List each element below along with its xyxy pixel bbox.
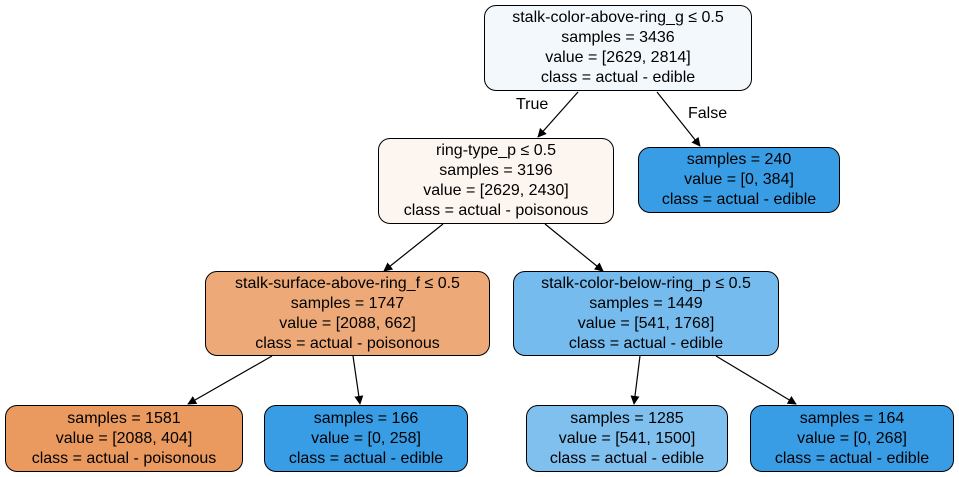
node-class: class = actual - edible bbox=[661, 191, 817, 208]
node-value: value = [0, 384] bbox=[684, 171, 794, 188]
tree-node-root: stalk-color-above-ring_g ≤ 0.5 samples =… bbox=[484, 5, 752, 91]
tree-leaf-edible-166: samples = 166 value = [0, 258] class = a… bbox=[264, 405, 468, 472]
node-class: class = actual - edible bbox=[549, 449, 705, 467]
node-split: ring-type_p ≤ 0.5 bbox=[436, 142, 556, 159]
node-samples: samples = 166 bbox=[313, 409, 419, 427]
node-value: value = [2088, 404] bbox=[55, 429, 193, 447]
edge-root-n2 bbox=[656, 91, 701, 147]
node-value: value = [0, 258] bbox=[311, 429, 421, 447]
node-split: stalk-surface-above-ring_f ≤ 0.5 bbox=[235, 274, 460, 292]
node-samples: samples = 1747 bbox=[290, 294, 405, 312]
node-samples: samples = 240 bbox=[686, 151, 792, 168]
edge-root-n1 bbox=[537, 91, 579, 138]
edge-n4-n8 bbox=[715, 355, 797, 405]
node-class: class = actual - poisonous bbox=[255, 334, 440, 352]
node-value: value = [541, 1500] bbox=[558, 429, 696, 447]
edge-label-true: True bbox=[516, 96, 549, 113]
tree-node-ring-type: ring-type_p ≤ 0.5 samples = 3196 value =… bbox=[378, 138, 614, 224]
node-split: stalk-color-above-ring_g ≤ 0.5 bbox=[512, 9, 724, 26]
edge-label-false: False bbox=[688, 105, 728, 122]
edge-n1-n3 bbox=[383, 223, 444, 272]
edge-n1-n4 bbox=[544, 223, 604, 272]
node-value: value = [0, 268] bbox=[797, 429, 907, 447]
edge-n3-n5 bbox=[187, 355, 273, 405]
node-class: class = actual - edible bbox=[288, 449, 444, 467]
node-samples: samples = 164 bbox=[799, 409, 905, 427]
node-value: value = [2629, 2430] bbox=[423, 182, 569, 199]
node-class: class = actual - poisonous bbox=[403, 202, 589, 219]
node-value: value = [2629, 2814] bbox=[545, 49, 691, 66]
tree-leaf-edible-164: samples = 164 value = [0, 268] class = a… bbox=[750, 405, 954, 472]
node-class: class = actual - poisonous bbox=[31, 449, 217, 467]
node-samples: samples = 1285 bbox=[570, 409, 684, 427]
edge-n4-n7 bbox=[630, 355, 641, 405]
tree-node-stalk-color-below: stalk-color-below-ring_p ≤ 0.5 samples =… bbox=[513, 271, 779, 356]
node-class: class = actual - edible bbox=[774, 449, 930, 467]
edge-n3-n6 bbox=[352, 355, 364, 405]
tree-node-stalk-surface: stalk-surface-above-ring_f ≤ 0.5 samples… bbox=[205, 271, 490, 356]
tree-leaf-edible-1285: samples = 1285 value = [541, 1500] class… bbox=[526, 405, 728, 472]
node-samples: samples = 1449 bbox=[589, 294, 703, 312]
node-class: class = actual - edible bbox=[540, 69, 696, 86]
node-samples: samples = 3196 bbox=[439, 162, 553, 179]
node-value: value = [2088, 662] bbox=[279, 314, 416, 332]
node-samples: samples = 3436 bbox=[561, 29, 675, 46]
node-value: value = [541, 1768] bbox=[577, 314, 715, 332]
tree-leaf-edible-240: samples = 240 value = [0, 384] class = a… bbox=[638, 147, 840, 213]
tree-leaf-poisonous-1581: samples = 1581 value = [2088, 404] class… bbox=[5, 405, 243, 472]
node-samples: samples = 1581 bbox=[67, 409, 181, 427]
node-split: stalk-color-below-ring_p ≤ 0.5 bbox=[541, 274, 751, 292]
node-class: class = actual - edible bbox=[568, 334, 724, 352]
